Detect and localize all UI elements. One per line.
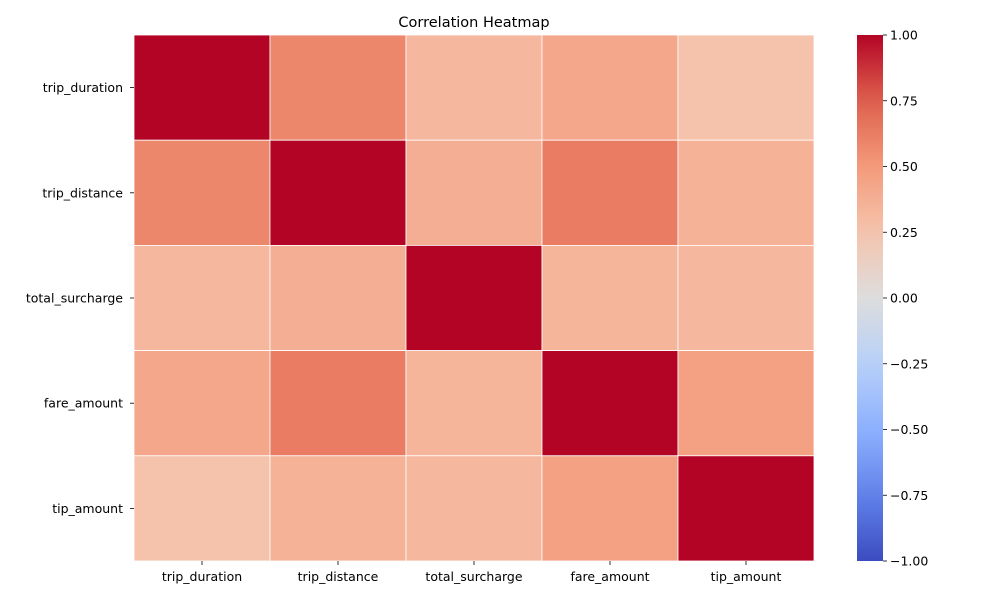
heatmap-cell-3-1 (269, 350, 407, 457)
y-tick-label: fare_amount (44, 396, 123, 411)
y-tick-label: total_surcharge (26, 291, 123, 306)
heatmap-cell-2-1 (269, 244, 407, 351)
y-axis-ticks: trip_duration trip_distance total_surcharg… (26, 80, 134, 516)
heatmap-cell-2-2 (405, 244, 543, 351)
x-tick-label: trip_distance (298, 569, 379, 584)
colorbar-tick-label: 0.75 (890, 93, 918, 108)
colorbar-tick-label: −0.25 (890, 356, 928, 371)
heatmap-cell-0-2 (405, 34, 543, 141)
x-tick-label: total_surcharge (425, 569, 522, 584)
heatmap-cell-1-0 (133, 139, 271, 246)
heatmap-cell-3-0 (133, 350, 271, 457)
heatmap-cell-1-3 (541, 139, 679, 246)
heatmap-cell-2-4 (677, 244, 815, 351)
colorbar-tick-label: −0.50 (890, 422, 928, 437)
colorbar-gradient (857, 35, 883, 561)
heatmap-cells (133, 34, 815, 562)
heatmap-cell-0-1 (269, 34, 407, 141)
heatmap-cell-4-3 (541, 455, 679, 562)
y-tick-label: trip_duration (43, 80, 123, 95)
heatmap-cell-4-0 (133, 455, 271, 562)
heatmap-cell-4-4 (677, 455, 815, 562)
x-tick-label: trip_duration (162, 569, 242, 584)
heatmap-cell-4-1 (269, 455, 407, 562)
colorbar: 1.00 0.75 0.50 0.25 0.00 −0.25 −0.50 −0.75 −1.00 (857, 28, 928, 569)
heatmap-cell-2-3 (541, 244, 679, 351)
chart-title: Correlation Heatmap (398, 15, 549, 31)
x-tick-label: fare_amount (570, 569, 649, 584)
heatmap-cell-3-4 (677, 350, 815, 457)
colorbar-tick-label: 0.50 (890, 159, 918, 174)
colorbar-tick-label: −0.75 (890, 488, 928, 503)
heatmap-cell-3-2 (405, 350, 543, 457)
heatmap-cell-4-2 (405, 455, 543, 562)
colorbar-ticks: 1.00 0.75 0.50 0.25 0.00 −0.25 −0.50 −0.75 −1.00 (883, 28, 928, 569)
heatmap-cell-0-0 (133, 34, 271, 141)
colorbar-tick-label: 1.00 (890, 28, 918, 43)
colorbar-tick-label: 0.00 (890, 291, 918, 306)
x-tick-label: tip_amount (711, 569, 782, 584)
heatmap-cell-0-3 (541, 34, 679, 141)
heatmap-cell-1-2 (405, 139, 543, 246)
heatmap-cell-2-0 (133, 244, 271, 351)
heatmap-cell-1-1 (269, 139, 407, 246)
y-tick-label: trip_distance (42, 185, 123, 200)
heatmap-cell-0-4 (677, 34, 815, 141)
colorbar-tick-label: −1.00 (890, 554, 928, 569)
y-tick-label: tip_amount (52, 501, 123, 516)
colorbar-tick-label: 0.25 (890, 225, 918, 240)
heatmap-cell-1-4 (677, 139, 815, 246)
x-axis-ticks: trip_duration trip_distance total_surcharg… (162, 561, 782, 584)
heatmap-cell-3-3 (541, 350, 679, 457)
